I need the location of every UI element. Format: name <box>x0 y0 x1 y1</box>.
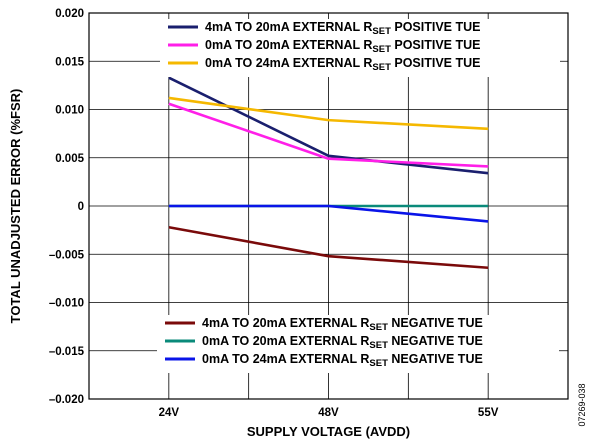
y-tick-label: –0.020 <box>49 394 84 406</box>
x-tick-label: 48V <box>318 407 339 419</box>
y-tick-label: –0.005 <box>49 249 85 261</box>
x-axis-label: SUPPLY VOLTAGE (AVDD) <box>247 424 410 439</box>
series-line-0 <box>168 76 489 175</box>
legend-entry: 0mA TO 20mA EXTERNAL RSET NEGATIVE TUE <box>202 334 483 351</box>
legend-entry: 0mA TO 20mA EXTERNAL RSET POSITIVE TUE <box>205 38 481 55</box>
legend-background <box>157 315 559 373</box>
x-tick-label: 24V <box>159 407 180 419</box>
legend-bottom: 4mA TO 20mA EXTERNAL RSET NEGATIVE TUE0m… <box>157 315 559 373</box>
y-tick-label: –0.010 <box>49 298 84 310</box>
y-tick-label: 0.015 <box>55 56 84 68</box>
y-tick-label: –0.015 <box>49 346 85 358</box>
legend-background <box>160 19 560 77</box>
series-line-1 <box>168 102 489 168</box>
y-axis-label: TOTAL UNADJUSTED ERROR (%FSR) <box>8 89 23 324</box>
legend-top: 4mA TO 20mA EXTERNAL RSET POSITIVE TUE0m… <box>160 19 560 77</box>
y-tick-label: 0.020 <box>55 8 84 20</box>
legend-entry: 0mA TO 24mA EXTERNAL RSET NEGATIVE TUE <box>202 352 483 369</box>
x-tick-label: 55V <box>478 407 499 419</box>
legend-entry: 4mA TO 20mA EXTERNAL RSET POSITIVE TUE <box>205 20 481 37</box>
x-tick-labels: 24V 48V 55V <box>159 407 499 419</box>
series-line-3 <box>168 225 489 270</box>
y-tick-label: 0.010 <box>55 105 84 117</box>
series-line-2 <box>168 96 489 131</box>
series-line-5 <box>168 204 489 223</box>
series-lines <box>168 76 489 270</box>
figure-id: 07269-038 <box>577 383 587 426</box>
legend-entry: 0mA TO 24mA EXTERNAL RSET POSITIVE TUE <box>205 56 481 73</box>
y-tick-label: 0 <box>78 201 84 213</box>
plot-frame <box>88 12 569 400</box>
y-tick-labels: 0.020 0.015 0.010 0.005 0 –0.005 –0.010 –0.015 –… <box>49 8 85 406</box>
y-tick-label: 0.005 <box>55 153 84 165</box>
legend-entry: 4mA TO 20mA EXTERNAL RSET NEGATIVE TUE <box>202 316 483 333</box>
